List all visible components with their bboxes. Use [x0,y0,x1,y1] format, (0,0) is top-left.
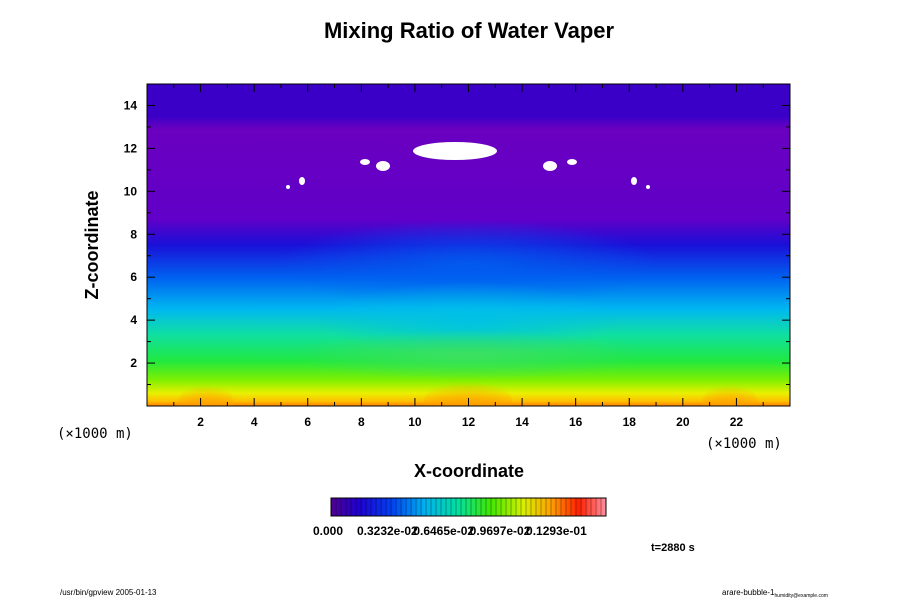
y-tick-label: 6 [130,270,137,284]
colorbar [330,497,607,517]
x-tick-label: 14 [515,415,529,429]
footer-right: arare-bubble-1humidity@example.com [722,588,828,599]
colorbar-tick-label: 0.6465e-02 [413,524,474,538]
colorbar-tick-label: 0.3232e-02 [357,524,418,538]
warm-bubble-right [702,380,758,406]
x-tick-label: 18 [623,415,637,429]
colorbar-tick-label: 0.9697e-02 [470,524,531,538]
field-blue-bulge [278,220,658,310]
chart-title: Mixing Ratio of Water Vaper [324,18,615,43]
y-tick-label: 2 [130,356,137,370]
x-axis-label: X-coordinate [414,461,524,481]
x-tick-label: 6 [304,415,311,429]
x-tick-label: 4 [251,415,258,429]
y-tick-label: 8 [130,227,137,241]
colorbar-gradient [330,497,607,517]
x-tick-label: 20 [676,415,690,429]
below-range-patches [286,142,650,189]
x-tick-label: 2 [197,415,204,429]
x-tick-label: 10 [408,415,422,429]
footer-right-main: arare-bubble-1 [722,588,775,597]
warm-bubble-center [423,376,513,406]
x-tick-label: 22 [730,415,744,429]
field-green-bulge [288,330,648,380]
y-tick-label: 14 [124,98,138,112]
x-axis-ticks: 2 4 6 8 10 12 14 16 18 20 22 [173,84,764,429]
warm-bubble-left [178,380,234,406]
x-tick-label: 12 [462,415,476,429]
x-axis-unit: (×1000 m) [706,436,782,452]
colorbar-tick-label: 0.1293e-01 [526,524,587,538]
y-tick-label: 12 [124,141,138,155]
colorbar-level-lines [335,498,602,516]
y-axis-ticks: 2 4 6 8 10 12 14 [124,98,790,386]
plot-area [147,84,790,406]
y-axis-unit: (×1000 m) [57,426,133,442]
y-tick-label: 10 [124,184,138,198]
y-axis-label: Z-coordinate [82,190,102,299]
footer-right-sub: humidity@example.com [774,593,827,599]
time-label: t=2880 s [651,542,695,554]
x-tick-label: 16 [569,415,583,429]
colorbar-tick-label: 0.000 [313,524,343,538]
footer-left: /usr/bin/gpview 2005-01-13 [60,588,157,597]
y-tick-label: 4 [130,313,137,327]
x-tick-label: 8 [358,415,365,429]
colorbar-tick-labels: 0.000 0.3232e-020.6465e-020.9697e-020.129… [313,524,587,538]
